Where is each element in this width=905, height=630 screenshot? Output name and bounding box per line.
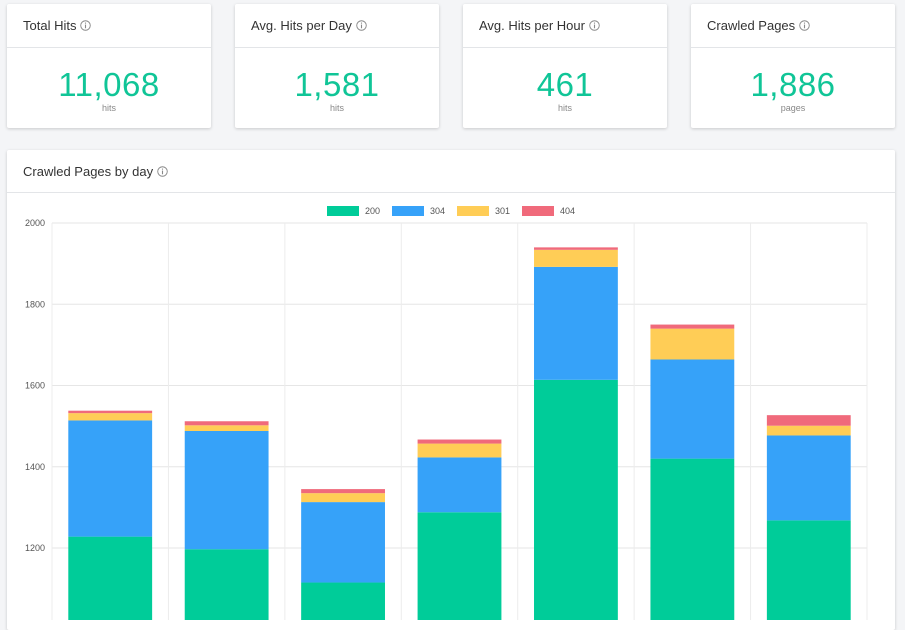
chart-panel: Crawled Pages by day 200 304 301 404 200… bbox=[7, 150, 895, 630]
info-icon[interactable] bbox=[589, 20, 600, 31]
info-icon[interactable] bbox=[799, 20, 810, 31]
info-icon[interactable] bbox=[356, 20, 367, 31]
bar-segment-200 bbox=[301, 582, 385, 620]
bar-segment-200 bbox=[184, 549, 269, 620]
legend-item-304[interactable]: 304 bbox=[391, 206, 445, 216]
bar-segment-301 bbox=[184, 425, 269, 431]
chart-panel-header: Crawled Pages by day bbox=[7, 150, 895, 193]
info-icon[interactable] bbox=[80, 20, 92, 31]
stat-card-header: Avg. Hits per Day bbox=[235, 4, 439, 48]
bar-segment-301 bbox=[301, 493, 385, 503]
stat-card-header: Avg. Hits per Hour bbox=[463, 4, 667, 48]
legend-swatch bbox=[522, 206, 555, 216]
legend-label: 404 bbox=[560, 206, 576, 216]
bar-segment-301 bbox=[534, 249, 618, 267]
stat-value: 1,886 bbox=[750, 66, 836, 103]
stat-card-header: Crawled Pages bbox=[691, 4, 895, 48]
bar-segment-200 bbox=[766, 520, 851, 620]
y-tick-label: 1600 bbox=[25, 381, 45, 391]
stat-title: Total Hits bbox=[23, 18, 77, 33]
legend-item-200[interactable]: 200 bbox=[326, 206, 380, 216]
legend-swatch bbox=[326, 206, 359, 216]
bar-segment-404 bbox=[534, 247, 618, 250]
stat-unit: hits bbox=[329, 103, 344, 113]
chart-legend: 200 304 301 404 bbox=[7, 206, 895, 216]
legend-item-404[interactable]: 404 bbox=[522, 206, 575, 216]
legend-swatch bbox=[391, 206, 424, 216]
stat-card-crawled-pages: Crawled Pages 1,886 pages bbox=[691, 4, 895, 128]
stat-card-header: Total Hits bbox=[7, 4, 211, 48]
stat-value: 11,068 bbox=[58, 66, 160, 103]
bar-segment-404 bbox=[650, 324, 735, 329]
bar-segment-404 bbox=[301, 489, 385, 494]
stat-card-avg-hits-day: Avg. Hits per Day 1,581 hits bbox=[235, 4, 439, 128]
stat-title: Avg. Hits per Hour bbox=[479, 18, 585, 33]
stat-value: 461 bbox=[536, 66, 594, 103]
bar-segment-304 bbox=[417, 457, 502, 513]
bar-segment-304 bbox=[766, 435, 851, 521]
legend-swatch bbox=[457, 206, 489, 216]
bar-segment-301 bbox=[417, 443, 502, 458]
stat-unit: hits bbox=[557, 103, 572, 113]
bar-segment-404 bbox=[766, 415, 851, 426]
bar-segment-301 bbox=[650, 328, 735, 360]
legend-label: 200 bbox=[364, 206, 380, 216]
stat-title: Avg. Hits per Day bbox=[251, 18, 352, 33]
stat-title: Crawled Pages bbox=[707, 18, 796, 33]
stat-value: 1,581 bbox=[294, 66, 380, 103]
bar-segment-304 bbox=[534, 266, 618, 380]
y-tick-label: 1800 bbox=[25, 299, 45, 309]
bar-segment-200 bbox=[534, 379, 618, 620]
bar-segment-200 bbox=[417, 512, 502, 620]
bar-segment-404 bbox=[417, 439, 502, 444]
bar-segment-304 bbox=[650, 359, 735, 459]
bar-segment-404 bbox=[184, 421, 269, 426]
stat-card-avg-hits-hour: Avg. Hits per Hour 461 hits bbox=[463, 4, 667, 128]
stat-unit: hits bbox=[101, 103, 116, 113]
info-icon[interactable] bbox=[157, 165, 168, 177]
bar-segment-404 bbox=[68, 410, 153, 414]
bar-segment-304 bbox=[184, 431, 269, 550]
y-tick-label: 1400 bbox=[25, 462, 45, 472]
y-tick-label: 1200 bbox=[25, 543, 45, 553]
legend-label: 301 bbox=[495, 206, 511, 216]
bar-segment-304 bbox=[301, 502, 385, 583]
bar-segment-301 bbox=[68, 413, 153, 421]
stat-card-total-hits: Total Hits 11,068 hits bbox=[7, 4, 211, 128]
stat-unit: pages bbox=[780, 103, 806, 113]
legend-label: 304 bbox=[429, 206, 445, 216]
stacked-bar-chart: 2000 1800 1600 1400 1200 bbox=[25, 218, 868, 620]
bar-segment-304 bbox=[68, 420, 153, 537]
y-tick-label: 2000 bbox=[25, 218, 45, 228]
bar-segment-200 bbox=[68, 536, 153, 620]
legend-item-301[interactable]: 301 bbox=[457, 206, 510, 216]
bar-segment-301 bbox=[766, 425, 851, 436]
chart-title: Crawled Pages by day bbox=[23, 163, 154, 179]
bar-segment-200 bbox=[650, 458, 735, 620]
